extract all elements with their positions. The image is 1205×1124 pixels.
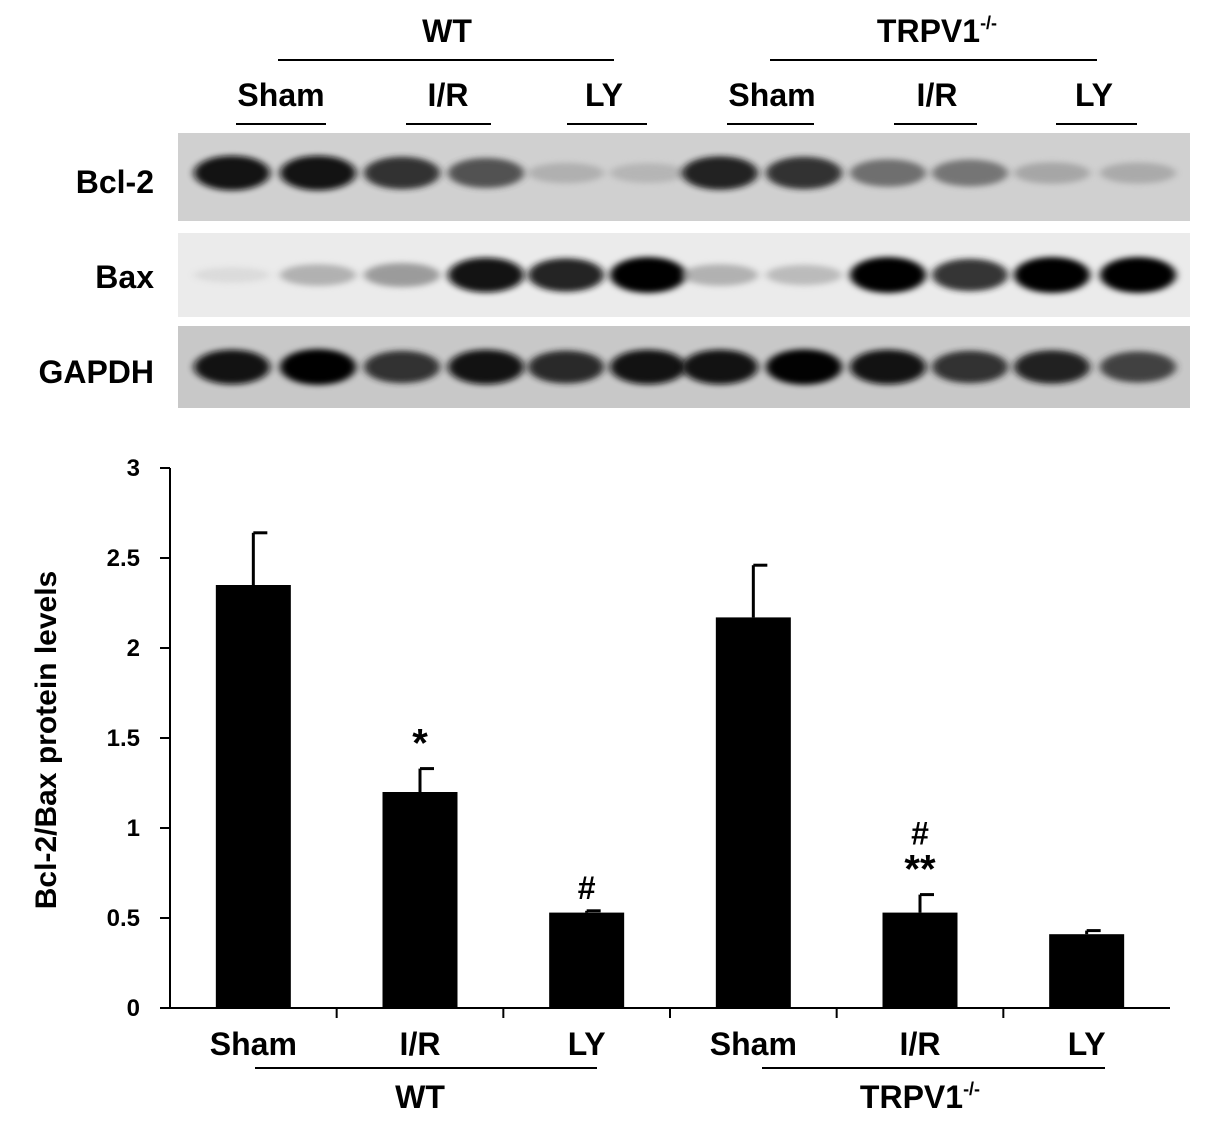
blot-band — [610, 257, 686, 293]
blot-rows: Bcl-2 Bax GAPDH — [38, 133, 1190, 408]
blot-band — [682, 264, 758, 286]
blot-band — [528, 258, 604, 292]
blot-band — [610, 349, 686, 385]
x-group-label: WT — [395, 1079, 445, 1115]
bar — [549, 912, 625, 1008]
significance-mark: # — [911, 816, 929, 852]
x-tick-label: Sham — [710, 1026, 797, 1062]
y-axis-label: Bcl-2/Bax protein levels — [30, 571, 63, 909]
blot-row-label: Bax — [95, 259, 154, 295]
x-tick-label: I/R — [400, 1026, 441, 1062]
blot-band — [850, 349, 926, 385]
blot-band — [1014, 350, 1090, 384]
blot-band — [194, 349, 270, 385]
blot-band — [448, 158, 524, 188]
blot-band — [1100, 257, 1176, 293]
y-tick-label: 2.5 — [107, 545, 140, 572]
y-tick-label: 0 — [127, 995, 140, 1022]
blot-lane-label: Sham — [237, 77, 324, 113]
x-tick-label: LY — [568, 1026, 606, 1062]
blot-band — [1014, 162, 1090, 184]
bar — [715, 617, 791, 1008]
significance-mark: # — [578, 870, 596, 906]
blot-band — [850, 257, 926, 293]
blot-band — [682, 349, 758, 385]
blot-band — [528, 350, 604, 384]
blot-row-label: Bcl-2 — [76, 164, 154, 200]
blot-band — [682, 156, 758, 190]
x-tick-label: LY — [1068, 1026, 1106, 1062]
blot-lane-label: I/R — [917, 77, 958, 113]
blot-lane-label: LY — [1075, 77, 1113, 113]
blot-row-label: GAPDH — [38, 354, 154, 390]
blot-lane-label: Sham — [728, 77, 815, 113]
blot-band — [932, 350, 1008, 384]
blot-group-label: WT — [422, 13, 472, 49]
significance-mark: ** — [904, 848, 936, 892]
y-tick-label: 3 — [127, 455, 140, 482]
blot-row: Bax — [95, 233, 1190, 317]
blot-row: GAPDH — [38, 326, 1190, 408]
blot-band — [850, 159, 926, 187]
bars: *##** — [215, 531, 1125, 1008]
blot-lane-label: I/R — [428, 77, 469, 113]
bar — [215, 585, 291, 1008]
blot-band — [280, 264, 356, 286]
y-tick-label: 1 — [127, 815, 140, 842]
x-tick-label: Sham — [210, 1026, 297, 1062]
bar — [882, 912, 958, 1008]
y-tick-label: 2 — [127, 635, 140, 662]
y-tick-label: 0.5 — [107, 905, 140, 932]
blot-band — [1100, 351, 1176, 383]
bar-chart: Bcl-2/Bax protein levels 0 0.5 1 1.5 2 2.5 3 *… — [30, 455, 1170, 1115]
western-blot-panel: WT TRPV1-/- Sham I/R LY Sham I/R LY Bcl-2 Bax GAP… — [38, 13, 1190, 408]
blot-group-label: TRPV1-/- — [877, 13, 997, 49]
blot-band — [766, 264, 842, 286]
y-tick-label: 1.5 — [107, 725, 140, 752]
bar — [1049, 934, 1125, 1008]
blot-band — [1014, 257, 1090, 293]
blot-band — [448, 349, 524, 385]
bar — [382, 792, 458, 1008]
blot-band — [766, 349, 842, 385]
x-axis-labels: Sham I/R LY Sham I/R LY WT TRPV1-/- — [210, 1026, 1106, 1115]
x-group-label: TRPV1-/- — [860, 1079, 980, 1115]
blot-header: WT TRPV1-/- Sham I/R LY Sham I/R LY — [236, 13, 1137, 125]
axes: 0 0.5 1 1.5 2 2.5 3 — [107, 455, 1170, 1022]
blot-band — [194, 155, 270, 191]
blot-band — [364, 263, 440, 287]
blot-band — [932, 258, 1008, 292]
blot-band — [610, 163, 686, 183]
blot-band — [932, 159, 1008, 187]
blot-band — [364, 156, 440, 190]
significance-mark: * — [412, 722, 428, 766]
blot-band — [528, 162, 604, 184]
blot-band — [280, 155, 356, 191]
blot-band — [194, 267, 270, 283]
blot-band — [448, 257, 524, 293]
blot-lane-label: LY — [585, 77, 623, 113]
blot-band — [766, 156, 842, 190]
x-tick-label: I/R — [900, 1026, 941, 1062]
blot-band — [280, 349, 356, 385]
blot-band — [1100, 162, 1176, 184]
blot-band — [364, 350, 440, 384]
blot-row: Bcl-2 — [76, 133, 1190, 221]
